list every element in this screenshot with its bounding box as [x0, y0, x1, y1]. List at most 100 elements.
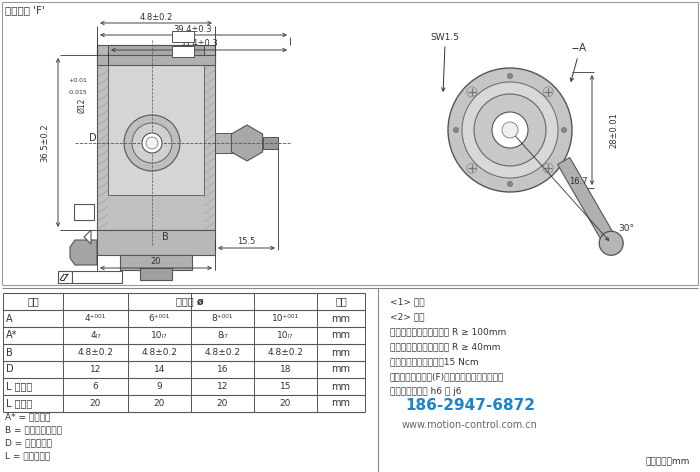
Circle shape: [124, 115, 180, 171]
Text: 28±0.01: 28±0.01: [610, 112, 619, 148]
Text: +0.01: +0.01: [69, 77, 88, 83]
Bar: [97, 45, 215, 55]
Circle shape: [492, 112, 528, 148]
Polygon shape: [232, 125, 262, 161]
Text: 6: 6: [92, 382, 99, 391]
Circle shape: [508, 182, 512, 186]
Bar: [108, 53, 204, 195]
Circle shape: [502, 122, 518, 138]
Text: 10ₗ₇: 10ₗ₇: [277, 331, 294, 340]
Bar: [215, 133, 247, 153]
Text: 10ₗ₇: 10ₗ₇: [151, 331, 168, 340]
Text: mm: mm: [332, 347, 351, 357]
Text: 4.8±0.2: 4.8±0.2: [78, 348, 113, 357]
Bar: [97, 230, 215, 255]
Text: 4.8±0.2: 4.8±0.2: [204, 348, 241, 357]
Text: 单位: 单位: [335, 296, 347, 306]
Circle shape: [474, 94, 546, 166]
Text: A* = 连接轴径: A* = 连接轴径: [5, 413, 50, 421]
Text: 4⁺⁰⁰¹: 4⁺⁰⁰¹: [85, 314, 106, 323]
Text: 15.5: 15.5: [237, 237, 256, 246]
Text: 15: 15: [280, 382, 291, 391]
Text: 39.4±0.3: 39.4±0.3: [174, 25, 212, 34]
Circle shape: [454, 127, 458, 133]
Circle shape: [561, 127, 566, 133]
Text: 30°: 30°: [618, 224, 634, 233]
Circle shape: [462, 82, 558, 178]
Text: B: B: [6, 347, 13, 357]
Bar: [74, 204, 94, 220]
Bar: [172, 31, 194, 42]
Text: B: B: [162, 232, 169, 242]
Text: D = 夹紧环直径: D = 夹紧环直径: [5, 438, 52, 447]
Text: 12: 12: [217, 382, 228, 391]
Text: 定位螺钉的夹紧力矩：15 Ncm: 定位螺钉的夹紧力矩：15 Ncm: [390, 357, 479, 366]
Text: A: A: [6, 313, 13, 323]
Text: -0.015: -0.015: [68, 90, 88, 94]
Text: 10⁺⁰⁰¹: 10⁺⁰⁰¹: [272, 314, 299, 323]
Text: <2>: <2>: [174, 48, 192, 57]
Bar: [140, 268, 172, 280]
Bar: [172, 46, 194, 57]
Text: L = 连接轴长度: L = 连接轴长度: [5, 452, 50, 461]
Text: 186-2947-6872: 186-2947-6872: [405, 397, 535, 413]
Text: 使用轴套若需垫片(F)请告知距离至右方机械侧: 使用轴套若需垫片(F)请告知距离至右方机械侧: [390, 372, 504, 381]
Text: 20: 20: [280, 399, 291, 408]
Text: www.motion-control.com.cn: www.motion-control.com.cn: [402, 420, 538, 430]
Text: mm: mm: [332, 364, 351, 374]
Text: 使用圆柱形公差 h6 或 j6: 使用圆柱形公差 h6 或 j6: [390, 388, 461, 396]
Text: mm: mm: [332, 330, 351, 340]
Text: 尺寸单位：mm: 尺寸单位：mm: [645, 457, 690, 466]
Text: 4.8±0.2: 4.8±0.2: [139, 12, 173, 22]
Text: 16: 16: [217, 365, 228, 374]
Text: 4.8±0.2: 4.8±0.2: [267, 348, 304, 357]
Text: B = 外壳和轴的间距: B = 外壳和轴的间距: [5, 425, 62, 435]
Circle shape: [508, 74, 512, 78]
Circle shape: [142, 133, 162, 153]
Text: <1>: <1>: [174, 33, 192, 42]
Text: 6⁺⁰⁰¹: 6⁺⁰⁰¹: [149, 314, 170, 323]
Text: 12: 12: [90, 365, 102, 374]
Polygon shape: [70, 240, 97, 265]
Text: <1> 轴向: <1> 轴向: [390, 297, 425, 306]
Text: 16.7: 16.7: [569, 177, 588, 186]
Text: A*: A*: [6, 330, 18, 340]
Text: L 最小值: L 最小值: [6, 381, 32, 391]
Text: A: A: [80, 207, 88, 217]
Text: D: D: [89, 133, 97, 143]
Text: 弹性安装，电缆弯曲半径 R ≥ 100mm: 弹性安装，电缆弯曲半径 R ≥ 100mm: [390, 328, 506, 337]
Circle shape: [146, 137, 158, 149]
Text: 20: 20: [217, 399, 228, 408]
Text: 0.02  A: 0.02 A: [81, 272, 113, 281]
Text: 20: 20: [150, 258, 161, 267]
Text: 9: 9: [157, 382, 162, 391]
Polygon shape: [84, 230, 91, 244]
Text: mm: mm: [332, 313, 351, 323]
Text: mm: mm: [332, 381, 351, 391]
Bar: [120, 255, 192, 270]
Text: <2> 径向: <2> 径向: [390, 312, 424, 321]
Circle shape: [132, 123, 172, 163]
Bar: [97, 55, 215, 65]
Text: 转矩支撑 'F': 转矩支撑 'F': [5, 5, 45, 15]
Circle shape: [448, 68, 572, 192]
Text: 8ₗ₇: 8ₗ₇: [217, 331, 228, 340]
Text: 8⁺⁰⁰¹: 8⁺⁰⁰¹: [212, 314, 233, 323]
Text: 尺寸: 尺寸: [27, 296, 39, 306]
Text: D: D: [6, 364, 13, 374]
Text: 33.4±0.3: 33.4±0.3: [180, 40, 218, 49]
Text: mm: mm: [332, 398, 351, 408]
Text: 14: 14: [154, 365, 165, 374]
Text: 20: 20: [154, 399, 165, 408]
Text: 36.5±0.2: 36.5±0.2: [41, 124, 50, 162]
Bar: [263, 137, 278, 149]
Text: L 最大值: L 最大值: [6, 398, 32, 408]
Circle shape: [599, 231, 623, 255]
Bar: [72, 271, 122, 283]
Text: SW1.5: SW1.5: [430, 34, 459, 42]
Text: 4.8±0.2: 4.8±0.2: [141, 348, 178, 357]
Text: Ø12: Ø12: [78, 97, 87, 113]
Text: 18: 18: [280, 365, 291, 374]
Text: 20: 20: [90, 399, 102, 408]
Bar: [108, 45, 204, 60]
